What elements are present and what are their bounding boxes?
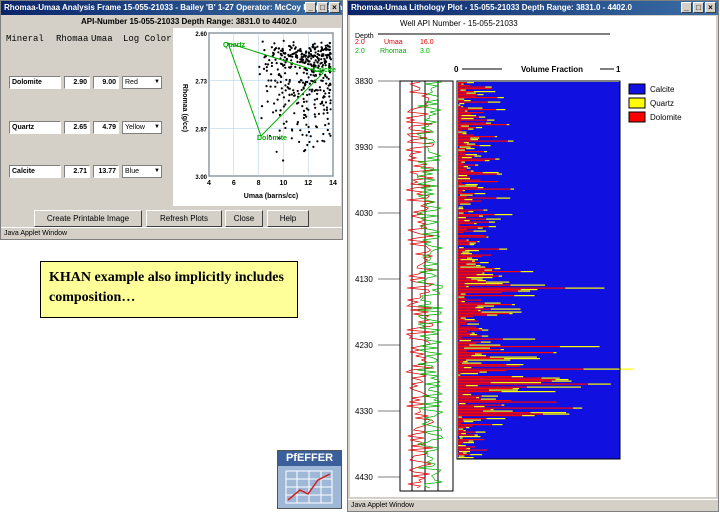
depth-tick-label: 4330	[355, 407, 373, 416]
analysis-frame-titlebar[interactable]: Rhomaa-Umaa Analysis Frame 15-055-21033 …	[1, 1, 342, 15]
quartz-legend-label: Quartz	[650, 99, 674, 108]
crossplot-y-tick-label: 2.87	[195, 127, 207, 133]
crossplot-svg: Quartz Calcite Dolomite 4 6 8 10 12 14 2.60 2.…	[181, 32, 337, 200]
depth-tick-label: 3830	[355, 77, 373, 86]
log-color-select[interactable]: Red	[122, 76, 162, 89]
depth-tick-label: 3930	[355, 143, 373, 152]
umaa-field[interactable]: 9.00	[93, 76, 119, 89]
umaa-scale-max: 16.0	[420, 39, 434, 46]
depth-range-header: API-Number 15-055-21033 Depth Range: 383…	[81, 17, 297, 26]
crossplot-x-tick-label: 14	[329, 180, 337, 187]
pfeffer-grid-icon	[285, 470, 333, 504]
depth-tick-label: 4030	[355, 209, 373, 218]
rhomaa-scale-min: 2.0	[355, 48, 365, 55]
calcite-legend-swatch	[628, 83, 646, 95]
rhomaa-field[interactable]: 2.71	[64, 165, 90, 178]
dolomite-point-label: Dolomite	[257, 135, 287, 142]
maximize-icon[interactable]: □	[693, 2, 704, 13]
crossplot-y-tick-label: 3.00	[195, 175, 207, 181]
help-button[interactable]: Help	[267, 210, 309, 227]
depth-tick-label: 4130	[355, 275, 373, 284]
crossplot-x-tick-label: 6	[232, 180, 236, 187]
crossplot-y-tick-label: 2.60	[195, 32, 207, 38]
umaa-log-curve	[405, 81, 435, 489]
well-api-label: Well API Number - 15-055-21033	[400, 19, 518, 28]
close-button[interactable]: Close	[225, 210, 263, 227]
mineral-name-field[interactable]: Calcite	[9, 165, 61, 178]
dolomite-legend-swatch	[628, 111, 646, 123]
mineral-row-dolomite: Dolomite 2.90 9.00 Red	[9, 76, 162, 89]
rhomaa-scale-label: Rhomaa	[380, 48, 407, 55]
rhomaa-column-header: Rhomaa	[56, 34, 89, 44]
minimize-icon[interactable]: _	[681, 2, 692, 13]
rhomaa-scale-max: 3.0	[420, 48, 430, 55]
mineral-row-calcite: Calcite 2.71 13.77 Blue	[9, 165, 162, 178]
quartz-legend-swatch	[628, 97, 646, 109]
crossplot-x-tick-label: 12	[304, 180, 312, 187]
maximize-icon[interactable]: □	[317, 2, 328, 13]
crossplot-x-tick-label: 4	[207, 180, 211, 187]
mineral-row-quartz: Quartz 2.65 4.79 Yellow	[9, 121, 162, 134]
rhomaa-log-curve	[415, 81, 444, 489]
analysis-frame-window: Rhomaa-Umaa Analysis Frame 15-055-21033 …	[0, 0, 343, 240]
mineral-name-field[interactable]: Quartz	[9, 121, 61, 134]
lithology-plot-window: Rhomaa-Umaa Lithology Plot - 15-055-2103…	[347, 0, 719, 512]
pfeffer-logo-text: PfEFFER	[278, 451, 341, 466]
pfeffer-logo: PfEFFER	[277, 450, 342, 509]
umaa-scale-min: 2.0	[355, 39, 365, 46]
crossplot-x-label: Umaa (barns/cc)	[244, 193, 298, 200]
log-color-column-header: Log Color	[123, 34, 172, 44]
lithology-plot-svg: Well API Number - 15-055-21033 Depth 2.0…	[355, 19, 682, 492]
rhomaa-field[interactable]: 2.90	[64, 76, 90, 89]
umaa-column-header: Umaa	[91, 34, 113, 44]
rhomaa-umaa-crossplot: Quartz Calcite Dolomite 4 6 8 10 12 14 2.60 2.…	[173, 28, 341, 206]
vf-left-label: 0	[454, 65, 459, 74]
depth-tick-label: 4430	[355, 473, 373, 482]
vf-axis-label: Volume Fraction	[521, 65, 583, 74]
quartz-point-label: Quartz	[223, 42, 246, 49]
create-printable-image-button[interactable]: Create Printable Image	[34, 210, 142, 227]
window-title: Rhomaa-Umaa Lithology Plot - 15-055-2103…	[351, 3, 632, 12]
calcite-legend-label: Calcite	[650, 85, 675, 94]
applet-status-bar: Java Applet Window	[1, 227, 342, 239]
crossplot-x-tick-label: 10	[280, 180, 288, 187]
umaa-field[interactable]: 4.79	[93, 121, 119, 134]
window-title: Rhomaa-Umaa Analysis Frame 15-055-21033 …	[4, 3, 342, 12]
log-color-select[interactable]: Blue	[122, 165, 162, 178]
applet-status-bar: Java Applet Window	[348, 499, 718, 511]
umaa-field[interactable]: 13.77	[93, 165, 119, 178]
close-icon[interactable]: ×	[329, 2, 340, 13]
minimize-icon[interactable]: _	[305, 2, 316, 13]
dolomite-legend-label: Dolomite	[650, 113, 682, 122]
mineral-name-field[interactable]: Dolomite	[9, 76, 61, 89]
lithology-plot-canvas: Well API Number - 15-055-21033 Depth 2.0…	[350, 16, 716, 497]
crossplot-y-label: Rhomaa (g/cc)	[181, 84, 188, 132]
refresh-plots-button[interactable]: Refresh Plots	[146, 210, 222, 227]
crossplot-y-tick-label: 2.73	[195, 80, 207, 86]
mineral-column-header: Mineral	[6, 34, 44, 44]
rhomaa-field[interactable]: 2.65	[64, 121, 90, 134]
umaa-scale-label: Umaa	[384, 39, 403, 46]
calcite-point-label: Calcite	[313, 67, 336, 74]
vf-right-label: 1	[616, 65, 621, 74]
depth-axis-label: Depth	[355, 33, 374, 40]
mineral-triangle	[227, 42, 324, 137]
crossplot-x-tick-label: 8	[257, 180, 261, 187]
depth-tick-label: 4230	[355, 341, 373, 350]
log-color-select[interactable]: Yellow	[122, 121, 162, 134]
close-icon[interactable]: ×	[705, 2, 716, 13]
annotation-note: KHAN example also implicitly includes co…	[40, 261, 298, 318]
volume-fraction-track	[458, 82, 634, 459]
lithology-plot-titlebar[interactable]: Rhomaa-Umaa Lithology Plot - 15-055-2103…	[348, 1, 718, 15]
lithology-legend: Calcite Quartz Dolomite	[628, 83, 682, 123]
